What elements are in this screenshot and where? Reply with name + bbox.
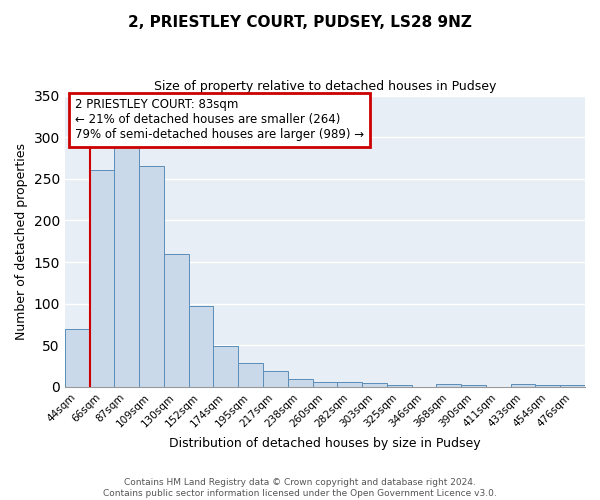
Text: Contains HM Land Registry data © Crown copyright and database right 2024.
Contai: Contains HM Land Registry data © Crown c… [103,478,497,498]
Y-axis label: Number of detached properties: Number of detached properties [15,143,28,340]
Bar [362,383,387,387]
Bar [461,386,486,387]
Bar [313,382,337,387]
Bar [139,166,164,387]
Bar [263,371,288,387]
Bar [436,384,461,387]
X-axis label: Distribution of detached houses by size in Pudsey: Distribution of detached houses by size … [169,437,481,450]
Bar [115,143,139,387]
Text: 2, PRIESTLEY COURT, PUDSEY, LS28 9NZ: 2, PRIESTLEY COURT, PUDSEY, LS28 9NZ [128,15,472,30]
Bar [560,386,585,387]
Bar [535,386,560,387]
Bar [511,384,535,387]
Bar [288,378,313,387]
Bar [65,328,89,387]
Bar [238,363,263,387]
Bar [89,170,115,387]
Title: Size of property relative to detached houses in Pudsey: Size of property relative to detached ho… [154,80,496,93]
Bar [188,306,214,387]
Bar [387,386,412,387]
Bar [337,382,362,387]
Bar [214,346,238,387]
Bar [164,254,188,387]
Text: 2 PRIESTLEY COURT: 83sqm
← 21% of detached houses are smaller (264)
79% of semi-: 2 PRIESTLEY COURT: 83sqm ← 21% of detach… [75,98,364,142]
